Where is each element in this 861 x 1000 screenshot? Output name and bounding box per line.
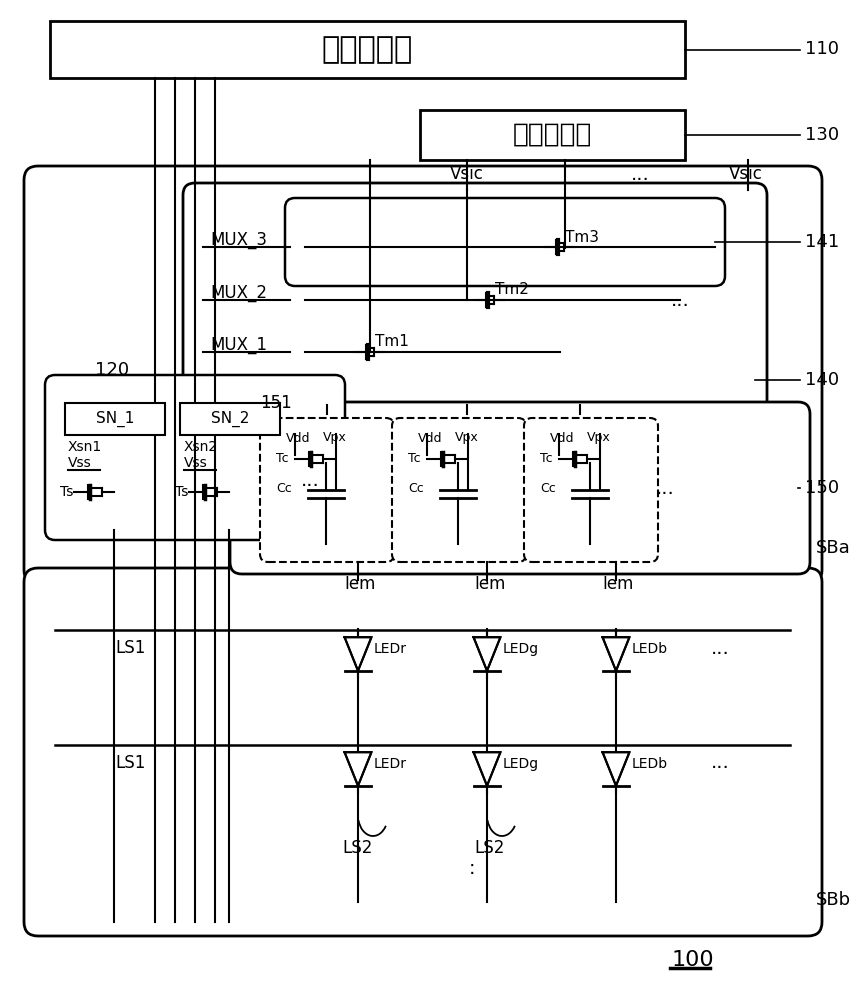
Text: SBb: SBb <box>815 891 850 909</box>
Text: Ts: Ts <box>60 485 73 499</box>
Text: ...: ... <box>655 479 673 497</box>
FancyBboxPatch shape <box>183 183 766 417</box>
Text: 141: 141 <box>804 233 839 251</box>
Bar <box>65 403 164 435</box>
Text: Cc: Cc <box>407 483 424 495</box>
Polygon shape <box>602 752 629 786</box>
Text: Cc: Cc <box>539 483 555 495</box>
Text: 110: 110 <box>804 40 838 58</box>
FancyBboxPatch shape <box>285 198 724 286</box>
Text: Vss: Vss <box>183 456 208 470</box>
Text: Vdd: Vdd <box>286 432 310 444</box>
Text: 源极驱动器: 源极驱动器 <box>512 122 592 148</box>
Text: Tc: Tc <box>276 452 288 466</box>
Text: Cc: Cc <box>276 483 291 495</box>
FancyBboxPatch shape <box>523 418 657 562</box>
Text: Vsic: Vsic <box>449 165 483 183</box>
Text: SN_2: SN_2 <box>211 411 249 427</box>
Text: LEDg: LEDg <box>503 757 538 771</box>
Text: SN_1: SN_1 <box>96 411 134 427</box>
Text: 130: 130 <box>804 126 838 144</box>
Polygon shape <box>344 637 371 671</box>
Text: ...: ... <box>630 164 648 184</box>
Text: Iem: Iem <box>344 575 375 593</box>
Text: Vpx: Vpx <box>586 432 610 444</box>
Text: LS2: LS2 <box>343 839 373 857</box>
Text: LEDb: LEDb <box>631 642 667 656</box>
Bar <box>419 110 684 160</box>
Text: MUX_3: MUX_3 <box>210 231 267 249</box>
Text: ...: ... <box>709 754 728 772</box>
Text: LS1: LS1 <box>115 639 146 657</box>
Text: Iem: Iem <box>602 575 633 593</box>
Text: ...: ... <box>709 639 728 658</box>
Text: Iem: Iem <box>474 575 505 593</box>
Text: MUX_1: MUX_1 <box>210 336 267 354</box>
Text: LEDr: LEDr <box>374 642 406 656</box>
Text: Vpx: Vpx <box>455 432 478 444</box>
Text: LEDr: LEDr <box>374 757 406 771</box>
Text: Vsic: Vsic <box>728 165 762 183</box>
Polygon shape <box>473 752 500 786</box>
Polygon shape <box>473 637 500 671</box>
Text: 100: 100 <box>672 950 714 970</box>
Bar <box>180 403 280 435</box>
Text: Xsn1: Xsn1 <box>68 440 102 454</box>
Text: 140: 140 <box>804 371 838 389</box>
FancyBboxPatch shape <box>392 418 525 562</box>
Text: SBa: SBa <box>815 539 850 557</box>
Text: LEDg: LEDg <box>503 642 538 656</box>
Text: Tc: Tc <box>539 452 552 466</box>
Text: Vdd: Vdd <box>418 432 442 444</box>
Text: LS1: LS1 <box>115 754 146 772</box>
Text: Tm3: Tm3 <box>564 230 598 244</box>
Polygon shape <box>602 637 629 671</box>
Text: 时序控制器: 时序控制器 <box>321 35 412 64</box>
FancyBboxPatch shape <box>24 568 821 936</box>
FancyBboxPatch shape <box>230 402 809 574</box>
Text: Ts: Ts <box>175 485 189 499</box>
Text: LEDb: LEDb <box>631 757 667 771</box>
Text: Tm2: Tm2 <box>494 282 529 298</box>
Text: Xsn2: Xsn2 <box>183 440 218 454</box>
Text: MUX_2: MUX_2 <box>210 284 267 302</box>
Bar <box>50 21 684 78</box>
FancyBboxPatch shape <box>24 166 821 584</box>
Polygon shape <box>344 752 371 786</box>
Text: LS2: LS2 <box>474 839 505 857</box>
FancyBboxPatch shape <box>45 375 344 540</box>
Text: Tm1: Tm1 <box>375 334 408 350</box>
Text: Vpx: Vpx <box>323 432 346 444</box>
Text: Tc: Tc <box>407 452 420 466</box>
Text: Vdd: Vdd <box>549 432 573 444</box>
Text: :: : <box>468 858 474 878</box>
Text: Vss: Vss <box>68 456 91 470</box>
Text: 150: 150 <box>804 479 838 497</box>
Text: ...: ... <box>670 290 689 310</box>
Text: ...: ... <box>300 471 319 489</box>
FancyBboxPatch shape <box>260 418 393 562</box>
Text: 120: 120 <box>95 361 129 379</box>
Text: 151: 151 <box>260 394 291 412</box>
